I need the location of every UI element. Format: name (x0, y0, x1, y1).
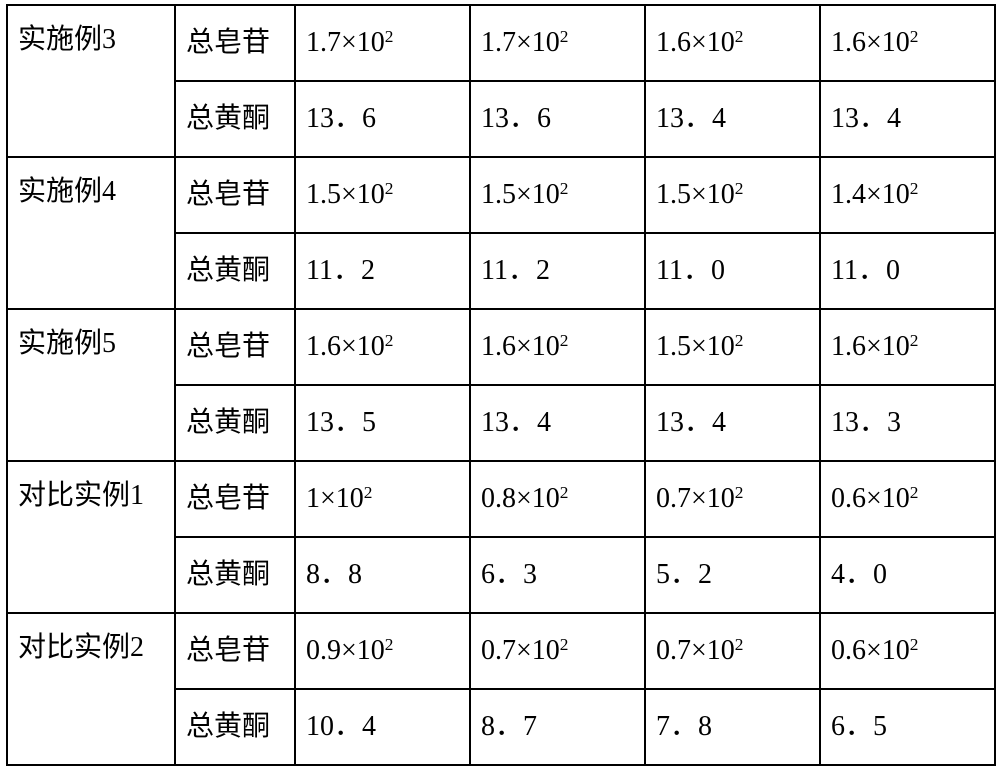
group-label: 实施例3 (7, 5, 175, 157)
metric-label: 总皂苷 (175, 461, 295, 537)
cell: 13．4 (470, 385, 645, 461)
cell: 11．0 (645, 233, 820, 309)
cell: 0.7×102 (470, 613, 645, 689)
cell: 1×102 (295, 461, 470, 537)
cell: 8．7 (470, 689, 645, 765)
group-label: 对比实例1 (7, 461, 175, 613)
cell: 13．6 (470, 81, 645, 157)
cell: 4．0 (820, 537, 995, 613)
table-row: 实施例5 总皂苷 1.6×102 1.6×102 1.5×102 1.6×102 (7, 309, 995, 385)
cell: 1.5×102 (645, 157, 820, 233)
page: 实施例3 总皂苷 1.7×102 1.7×102 1.6×102 1.6×102… (0, 0, 1000, 783)
metric-label: 总黄酮 (175, 81, 295, 157)
cell: 1.5×102 (470, 157, 645, 233)
cell: 1.6×102 (820, 5, 995, 81)
cell: 11．2 (295, 233, 470, 309)
metric-label: 总皂苷 (175, 157, 295, 233)
table-row: 实施例4 总皂苷 1.5×102 1.5×102 1.5×102 1.4×102 (7, 157, 995, 233)
data-table: 实施例3 总皂苷 1.7×102 1.7×102 1.6×102 1.6×102… (6, 4, 996, 766)
metric-label: 总黄酮 (175, 537, 295, 613)
cell: 13．4 (645, 385, 820, 461)
cell: 1.5×102 (295, 157, 470, 233)
cell: 5．2 (645, 537, 820, 613)
group-label: 实施例4 (7, 157, 175, 309)
metric-label: 总皂苷 (175, 309, 295, 385)
group-label: 实施例5 (7, 309, 175, 461)
metric-label: 总皂苷 (175, 613, 295, 689)
group-label: 对比实例2 (7, 613, 175, 765)
cell: 0.9×102 (295, 613, 470, 689)
cell: 0.6×102 (820, 461, 995, 537)
cell: 1.6×102 (645, 5, 820, 81)
cell: 6．5 (820, 689, 995, 765)
cell: 1.7×102 (295, 5, 470, 81)
cell: 0.7×102 (645, 613, 820, 689)
cell: 1.4×102 (820, 157, 995, 233)
cell: 1.7×102 (470, 5, 645, 81)
cell: 13．3 (820, 385, 995, 461)
cell: 0.7×102 (645, 461, 820, 537)
metric-label: 总皂苷 (175, 5, 295, 81)
table-row: 实施例3 总皂苷 1.7×102 1.7×102 1.6×102 1.6×102 (7, 5, 995, 81)
cell: 1.6×102 (820, 309, 995, 385)
metric-label: 总黄酮 (175, 385, 295, 461)
cell: 1.6×102 (295, 309, 470, 385)
cell: 11．2 (470, 233, 645, 309)
cell: 13．5 (295, 385, 470, 461)
cell: 0.8×102 (470, 461, 645, 537)
metric-label: 总黄酮 (175, 689, 295, 765)
cell: 7．8 (645, 689, 820, 765)
cell: 8．8 (295, 537, 470, 613)
metric-label: 总黄酮 (175, 233, 295, 309)
cell: 13．6 (295, 81, 470, 157)
cell: 10．4 (295, 689, 470, 765)
cell: 13．4 (820, 81, 995, 157)
cell: 1.6×102 (470, 309, 645, 385)
table-row: 对比实例1 总皂苷 1×102 0.8×102 0.7×102 0.6×102 (7, 461, 995, 537)
table-row: 对比实例2 总皂苷 0.9×102 0.7×102 0.7×102 0.6×10… (7, 613, 995, 689)
cell: 6．3 (470, 537, 645, 613)
cell: 13．4 (645, 81, 820, 157)
cell: 1.5×102 (645, 309, 820, 385)
cell: 0.6×102 (820, 613, 995, 689)
cell: 11．0 (820, 233, 995, 309)
